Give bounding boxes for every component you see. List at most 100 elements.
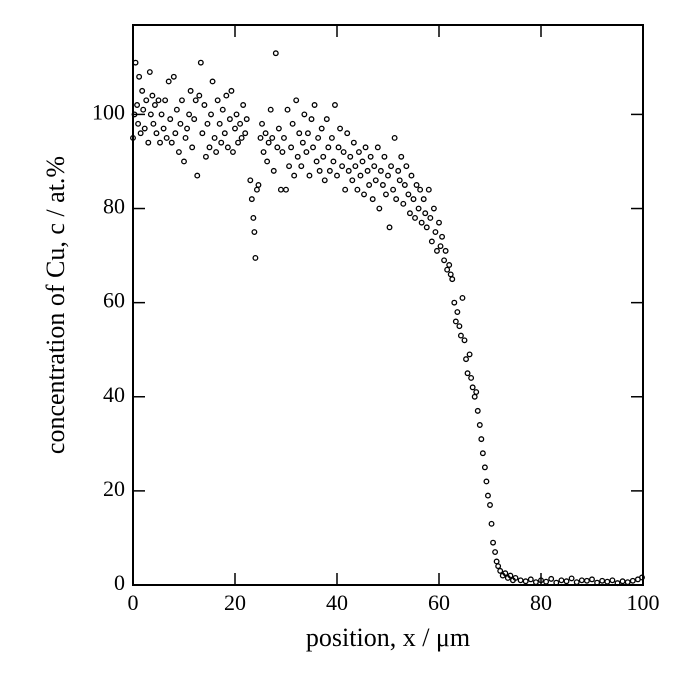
point xyxy=(242,130,249,137)
point xyxy=(186,111,193,118)
point xyxy=(349,177,356,184)
point xyxy=(184,125,191,132)
point xyxy=(451,299,458,306)
point xyxy=(604,578,611,585)
point xyxy=(345,167,352,174)
point xyxy=(141,125,148,132)
point xyxy=(410,196,417,203)
point xyxy=(390,186,397,193)
point xyxy=(563,578,570,585)
point xyxy=(216,120,223,127)
point xyxy=(406,210,413,217)
point xyxy=(270,167,277,174)
point xyxy=(359,158,366,165)
point xyxy=(425,186,432,193)
point xyxy=(342,186,349,193)
point xyxy=(340,149,347,156)
point xyxy=(221,130,228,137)
point xyxy=(175,149,182,156)
point xyxy=(253,186,260,193)
point xyxy=(463,356,469,363)
point xyxy=(466,351,473,358)
point xyxy=(269,134,276,141)
point xyxy=(420,196,427,203)
point xyxy=(357,172,364,179)
point xyxy=(189,144,196,151)
y-tick-label: 0 xyxy=(114,570,125,595)
y-axis-label: concentration of Cu, c / at.% xyxy=(41,156,70,454)
point xyxy=(228,87,235,94)
point xyxy=(301,111,308,118)
point xyxy=(286,163,293,170)
point xyxy=(449,276,456,283)
point xyxy=(398,153,405,160)
point xyxy=(442,247,449,254)
point xyxy=(147,111,154,118)
point xyxy=(226,116,233,123)
point xyxy=(136,73,143,80)
point xyxy=(172,130,179,137)
point xyxy=(573,579,580,586)
point xyxy=(548,575,555,582)
point xyxy=(135,120,142,127)
point xyxy=(379,182,386,188)
point xyxy=(386,224,393,231)
point xyxy=(247,177,254,184)
point xyxy=(213,149,220,156)
point xyxy=(149,92,156,99)
point xyxy=(325,144,332,151)
point xyxy=(257,134,264,141)
point xyxy=(459,294,466,301)
point xyxy=(495,563,502,570)
point xyxy=(158,111,165,118)
point xyxy=(476,422,483,428)
point xyxy=(469,384,476,391)
point xyxy=(155,97,162,104)
point xyxy=(434,247,440,254)
point xyxy=(432,229,439,236)
point xyxy=(377,167,384,174)
point xyxy=(589,576,595,583)
point xyxy=(388,163,395,170)
point xyxy=(223,92,230,99)
point xyxy=(381,153,388,160)
point xyxy=(201,102,208,108)
x-tick-label: 20 xyxy=(224,590,246,615)
point xyxy=(408,172,415,179)
point xyxy=(369,196,376,203)
point xyxy=(298,163,305,170)
y-tick-label: 100 xyxy=(92,99,125,124)
point xyxy=(259,120,265,127)
point xyxy=(260,149,267,156)
point xyxy=(487,502,493,508)
point xyxy=(427,214,434,221)
x-tick-label: 40 xyxy=(326,590,348,615)
point xyxy=(130,134,136,141)
point xyxy=(430,205,437,212)
point xyxy=(437,243,444,250)
point xyxy=(321,177,328,184)
x-tick-label: 0 xyxy=(128,590,139,615)
point xyxy=(137,130,144,137)
point xyxy=(578,577,585,584)
point xyxy=(252,254,259,261)
point xyxy=(488,520,495,527)
point xyxy=(177,120,184,127)
point xyxy=(306,172,313,179)
point xyxy=(367,153,374,160)
point xyxy=(179,97,185,104)
point xyxy=(527,576,534,583)
x-axis-label: position, x / μm xyxy=(306,623,470,652)
y-tick-label: 80 xyxy=(103,194,125,219)
point xyxy=(163,134,170,141)
point xyxy=(275,125,282,132)
point xyxy=(417,186,424,193)
point xyxy=(395,167,402,174)
point xyxy=(352,163,359,170)
point xyxy=(383,191,389,198)
y-tick-label: 40 xyxy=(103,382,125,407)
point xyxy=(304,130,311,137)
point xyxy=(194,172,201,179)
point xyxy=(288,144,295,151)
